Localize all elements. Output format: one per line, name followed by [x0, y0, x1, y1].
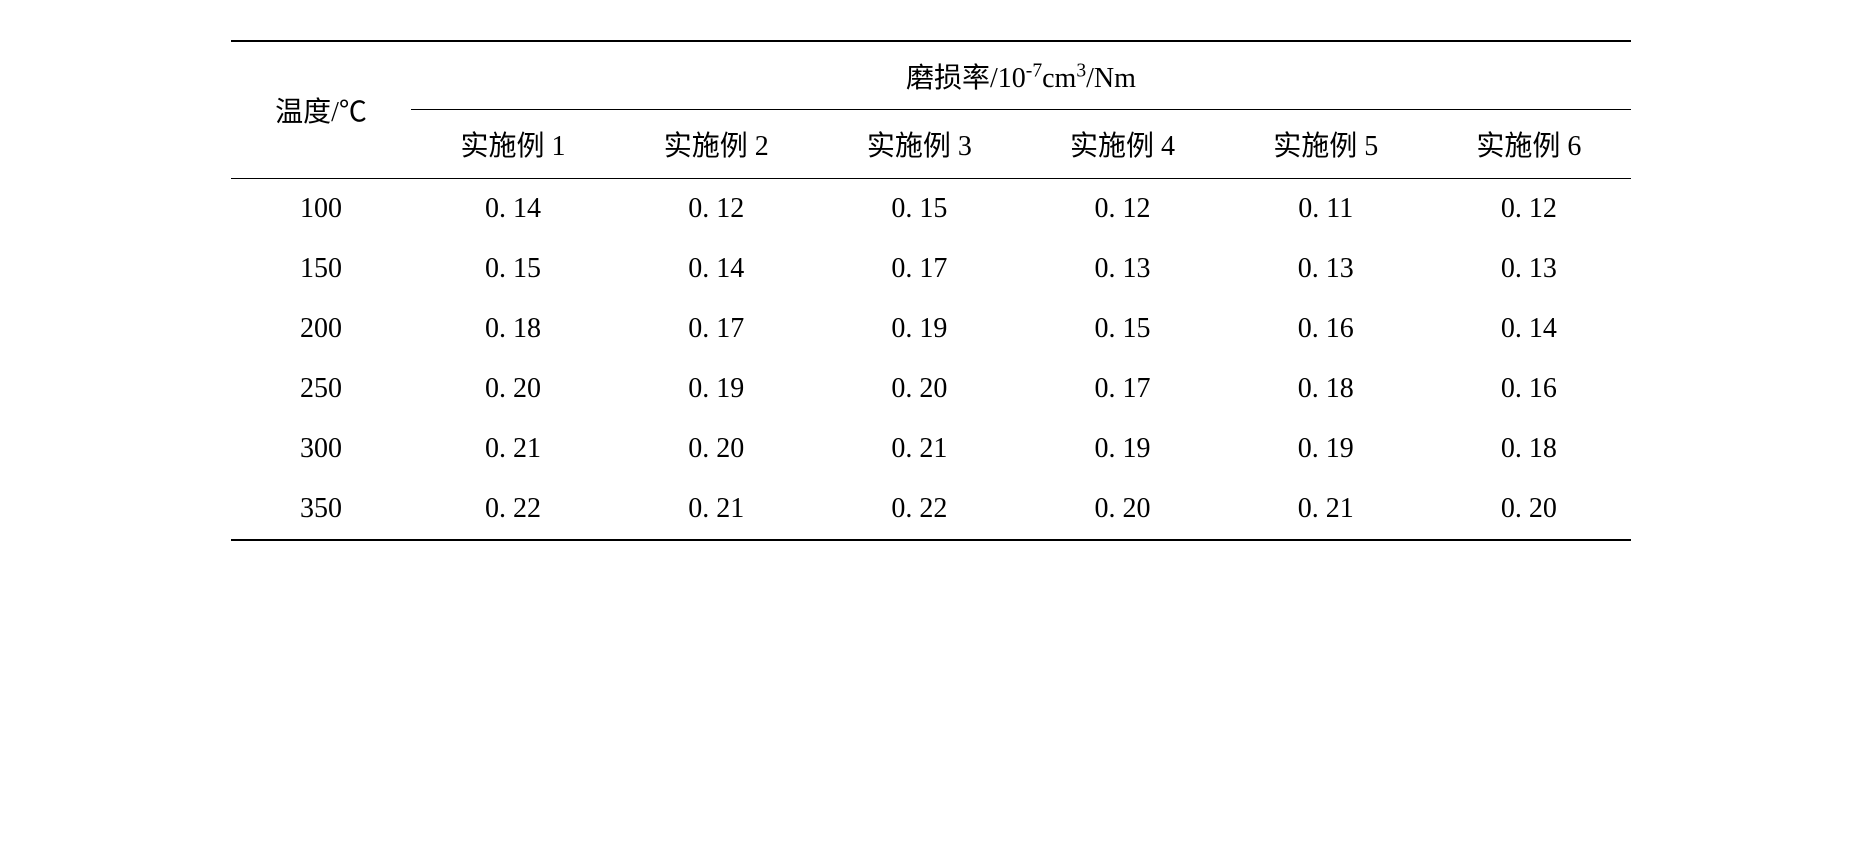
row-label: 300	[231, 419, 412, 479]
cell: 0. 18	[411, 299, 614, 359]
cell: 0. 19	[818, 299, 1021, 359]
row-header-label: 温度/℃	[231, 41, 412, 179]
wear-rate-table: 温度/℃ 磨损率/10-7cm3/Nm 实施例 1 实施例 2 实施例 3 实施…	[231, 40, 1631, 541]
cell: 0. 15	[1021, 299, 1224, 359]
cell: 0. 22	[411, 479, 614, 540]
cell: 0. 22	[818, 479, 1021, 540]
cell: 0. 21	[1224, 479, 1427, 540]
col-header: 实施例 6	[1427, 110, 1630, 179]
cell: 0. 20	[1427, 479, 1630, 540]
table-row: 150 0. 15 0. 14 0. 17 0. 13 0. 13 0. 13	[231, 239, 1631, 299]
row-label: 250	[231, 359, 412, 419]
cell: 0. 16	[1224, 299, 1427, 359]
cell: 0. 13	[1224, 239, 1427, 299]
cell: 0. 20	[615, 419, 818, 479]
table-row: 300 0. 21 0. 20 0. 21 0. 19 0. 19 0. 18	[231, 419, 1631, 479]
spanner-header: 磨损率/10-7cm3/Nm	[411, 41, 1630, 110]
cell: 0. 21	[818, 419, 1021, 479]
table-body: 100 0. 14 0. 12 0. 15 0. 12 0. 11 0. 12 …	[231, 179, 1631, 541]
row-label: 100	[231, 179, 412, 240]
col-header: 实施例 1	[411, 110, 614, 179]
table-row: 200 0. 18 0. 17 0. 19 0. 15 0. 16 0. 14	[231, 299, 1631, 359]
col-header: 实施例 5	[1224, 110, 1427, 179]
cell: 0. 14	[615, 239, 818, 299]
cell: 0. 15	[818, 179, 1021, 240]
cell: 0. 17	[818, 239, 1021, 299]
cell: 0. 21	[411, 419, 614, 479]
column-header-row: 实施例 1 实施例 2 实施例 3 实施例 4 实施例 5 实施例 6	[231, 110, 1631, 179]
cell: 0. 16	[1427, 359, 1630, 419]
cell: 0. 14	[1427, 299, 1630, 359]
row-label: 350	[231, 479, 412, 540]
cell: 0. 11	[1224, 179, 1427, 240]
col-header: 实施例 4	[1021, 110, 1224, 179]
cell: 0. 13	[1427, 239, 1630, 299]
cell: 0. 17	[615, 299, 818, 359]
cell: 0. 12	[1021, 179, 1224, 240]
cell: 0. 14	[411, 179, 614, 240]
cell: 0. 13	[1021, 239, 1224, 299]
table-row: 350 0. 22 0. 21 0. 22 0. 20 0. 21 0. 20	[231, 479, 1631, 540]
spanner-rule	[411, 109, 1630, 111]
cell: 0. 18	[1224, 359, 1427, 419]
cell: 0. 19	[1224, 419, 1427, 479]
col-header: 实施例 2	[615, 110, 818, 179]
cell: 0. 12	[1427, 179, 1630, 240]
cell: 0. 20	[1021, 479, 1224, 540]
spanner-label: 磨损率/10-7cm3/Nm	[906, 63, 1136, 94]
cell: 0. 15	[411, 239, 614, 299]
cell: 0. 19	[615, 359, 818, 419]
cell: 0. 18	[1427, 419, 1630, 479]
cell: 0. 17	[1021, 359, 1224, 419]
col-header: 实施例 3	[818, 110, 1021, 179]
row-label: 200	[231, 299, 412, 359]
table-row: 100 0. 14 0. 12 0. 15 0. 12 0. 11 0. 12	[231, 179, 1631, 240]
cell: 0. 20	[818, 359, 1021, 419]
row-label: 150	[231, 239, 412, 299]
cell: 0. 12	[615, 179, 818, 240]
table-row: 250 0. 20 0. 19 0. 20 0. 17 0. 18 0. 16	[231, 359, 1631, 419]
cell: 0. 20	[411, 359, 614, 419]
cell: 0. 19	[1021, 419, 1224, 479]
cell: 0. 21	[615, 479, 818, 540]
